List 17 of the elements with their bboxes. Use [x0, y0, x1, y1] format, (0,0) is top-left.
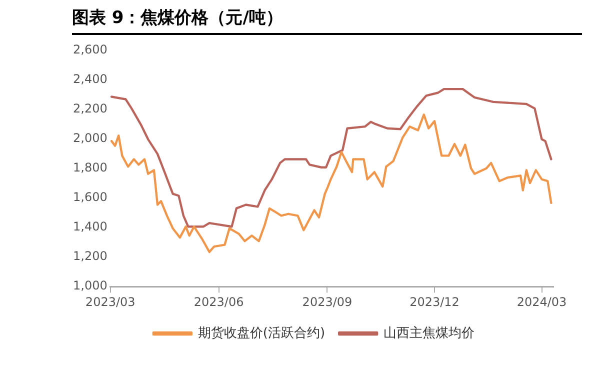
y-tick-label: 1,000: [72, 278, 108, 293]
x-tick-label: 2023/03: [85, 294, 136, 309]
y-tick-label: 1,200: [72, 249, 108, 264]
legend-label: 期货收盘价(活跃合约): [198, 326, 326, 341]
y-tick-label: 2,000: [72, 130, 108, 145]
y-tick-label: 1,600: [72, 190, 108, 204]
y-tick-label: 2,200: [72, 101, 108, 116]
chart-title: 图表 9：焦煤价格（元/吨）: [72, 6, 582, 35]
y-tick-label: 1,400: [72, 220, 108, 234]
y-tick-label: 2,600: [72, 42, 108, 56]
y-tick-label: 1,800: [72, 160, 108, 175]
x-tick-label: 2023/12: [410, 294, 460, 309]
x-tick-label: 2023/09: [302, 294, 352, 309]
y-tick-label: 2,400: [72, 72, 108, 86]
x-tick-label: 2024/03: [516, 294, 567, 309]
x-tick-label: 2023/06: [194, 294, 244, 309]
legend-label: 山西主焦煤均价: [384, 324, 475, 341]
